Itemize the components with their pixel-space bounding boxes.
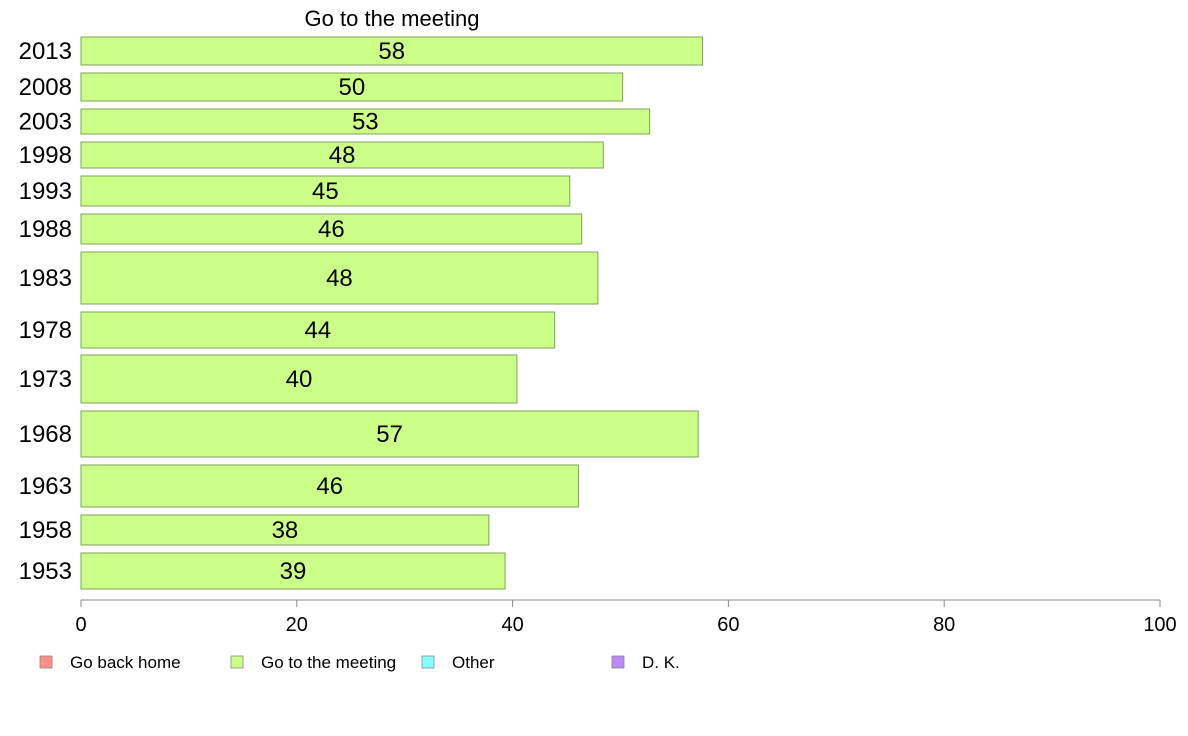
legend-swatch-0 — [39, 655, 53, 669]
value-label-2013: 58 — [378, 38, 405, 65]
bar-2008 — [80, 72, 624, 102]
category-label-2003: 2003 — [19, 109, 72, 136]
x-tick-label-100: 100 — [1143, 614, 1176, 636]
bar-1963 — [80, 464, 579, 508]
value-label-1958: 38 — [272, 517, 299, 544]
chart-title: Go to the meeting — [305, 6, 480, 31]
legend-label-0: Go back home — [70, 653, 181, 672]
category-label-1953: 1953 — [19, 558, 72, 585]
category-label-1988: 1988 — [19, 216, 72, 243]
bars-group — [80, 36, 704, 590]
bar-1968 — [80, 410, 699, 458]
category-label-1963: 1963 — [19, 473, 72, 500]
category-label-1973: 1973 — [19, 366, 72, 393]
bar-2013 — [80, 36, 704, 66]
value-label-1973: 40 — [286, 366, 313, 393]
x-tick-label-40: 40 — [501, 614, 523, 636]
x-tick-label-20: 20 — [286, 614, 308, 636]
value-label-1968: 57 — [376, 421, 403, 448]
value-label-2008: 50 — [338, 74, 365, 101]
value-label-1988: 46 — [318, 216, 345, 243]
category-label-2008: 2008 — [19, 74, 72, 101]
category-label-1993: 1993 — [19, 178, 72, 205]
value-label-1998: 48 — [329, 142, 356, 169]
category-labels: 2013 2008 2003 1998 1993 1988 1983 1978 1973 1968… — [19, 38, 72, 585]
bar-1958 — [80, 514, 490, 546]
bar-1983 — [80, 251, 599, 305]
legend-swatch-2 — [421, 655, 435, 669]
value-label-1963: 46 — [316, 473, 343, 500]
value-label-1993: 45 — [312, 178, 339, 205]
legend-label-3: D. K. — [642, 653, 680, 672]
category-label-1978: 1978 — [19, 317, 72, 344]
legend-swatch-3 — [611, 655, 625, 669]
x-tick-label-60: 60 — [717, 614, 739, 636]
value-label-1953: 39 — [280, 558, 307, 585]
bar-1973 — [80, 354, 518, 404]
category-label-1968: 1968 — [19, 421, 72, 448]
value-label-1983: 48 — [326, 265, 353, 292]
legend-label-1: Go to the meeting — [261, 653, 396, 672]
category-label-1998: 1998 — [19, 142, 72, 169]
category-label-2013: 2013 — [19, 38, 72, 65]
legend-swatch-1 — [230, 655, 244, 669]
value-label-1978: 44 — [304, 317, 331, 344]
legend-label-2: Other — [452, 653, 495, 672]
value-label-2003: 53 — [352, 109, 379, 136]
value-labels: 58 50 53 48 45 46 48 44 40 57 46 38 39 — [272, 38, 406, 585]
bar-1988 — [80, 213, 583, 245]
x-tick-label-0: 0 — [75, 614, 86, 636]
category-label-1983: 1983 — [19, 265, 72, 292]
bar-2003 — [80, 108, 651, 135]
bar-1978 — [80, 311, 556, 349]
bar-1998 — [80, 141, 604, 169]
legend: Go back home Go to the meeting Other D. K. — [39, 653, 680, 672]
bar-1953 — [80, 552, 506, 590]
x-axis: 0 20 40 60 80 100 — [75, 599, 1177, 636]
category-label-1958: 1958 — [19, 517, 72, 544]
bar-1993 — [80, 175, 571, 207]
x-tick-label-80: 80 — [933, 614, 955, 636]
